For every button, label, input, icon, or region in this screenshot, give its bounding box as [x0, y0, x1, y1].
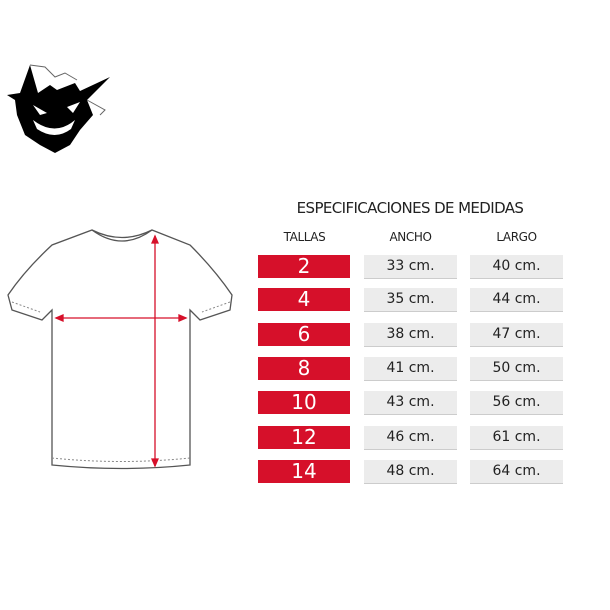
- table-cell-length: 64 cm.: [470, 460, 563, 483]
- page-title: ESPECIFICACIONES DE MEDIDAS: [296, 199, 524, 217]
- t-shirt-diagram: [7, 229, 233, 470]
- table-cell-width: 46 cm.: [364, 426, 457, 449]
- table-cell-length: 47 cm.: [470, 323, 563, 346]
- ghost-monster-logo: [7, 64, 110, 153]
- table-cell-length: 40 cm.: [470, 255, 563, 278]
- table-cell-width: 38 cm.: [364, 323, 457, 346]
- table-cell-width: 33 cm.: [364, 255, 457, 278]
- table-cell-size: 6: [258, 323, 350, 346]
- header-length: LARGO: [496, 230, 537, 244]
- table-cell-size: 2: [258, 255, 350, 278]
- table-cell-size: 12: [258, 426, 350, 449]
- table-cell-width: 41 cm.: [364, 357, 457, 380]
- table-cell-width: 43 cm.: [364, 391, 457, 414]
- table-cell-length: 50 cm.: [470, 357, 563, 380]
- table-cell-length: 44 cm.: [470, 288, 563, 311]
- table-cell-size: 14: [258, 460, 350, 483]
- table-cell-length: 56 cm.: [470, 391, 563, 414]
- table-cell-size: 4: [258, 288, 350, 311]
- header-size: TALLAS: [283, 230, 326, 244]
- table-cell-width: 35 cm.: [364, 288, 457, 311]
- table-cell-length: 61 cm.: [470, 426, 563, 449]
- table-cell-size: 10: [258, 391, 350, 414]
- header-width: ANCHO: [389, 230, 432, 244]
- table-cell-size: 8: [258, 357, 350, 380]
- table-cell-width: 48 cm.: [364, 460, 457, 483]
